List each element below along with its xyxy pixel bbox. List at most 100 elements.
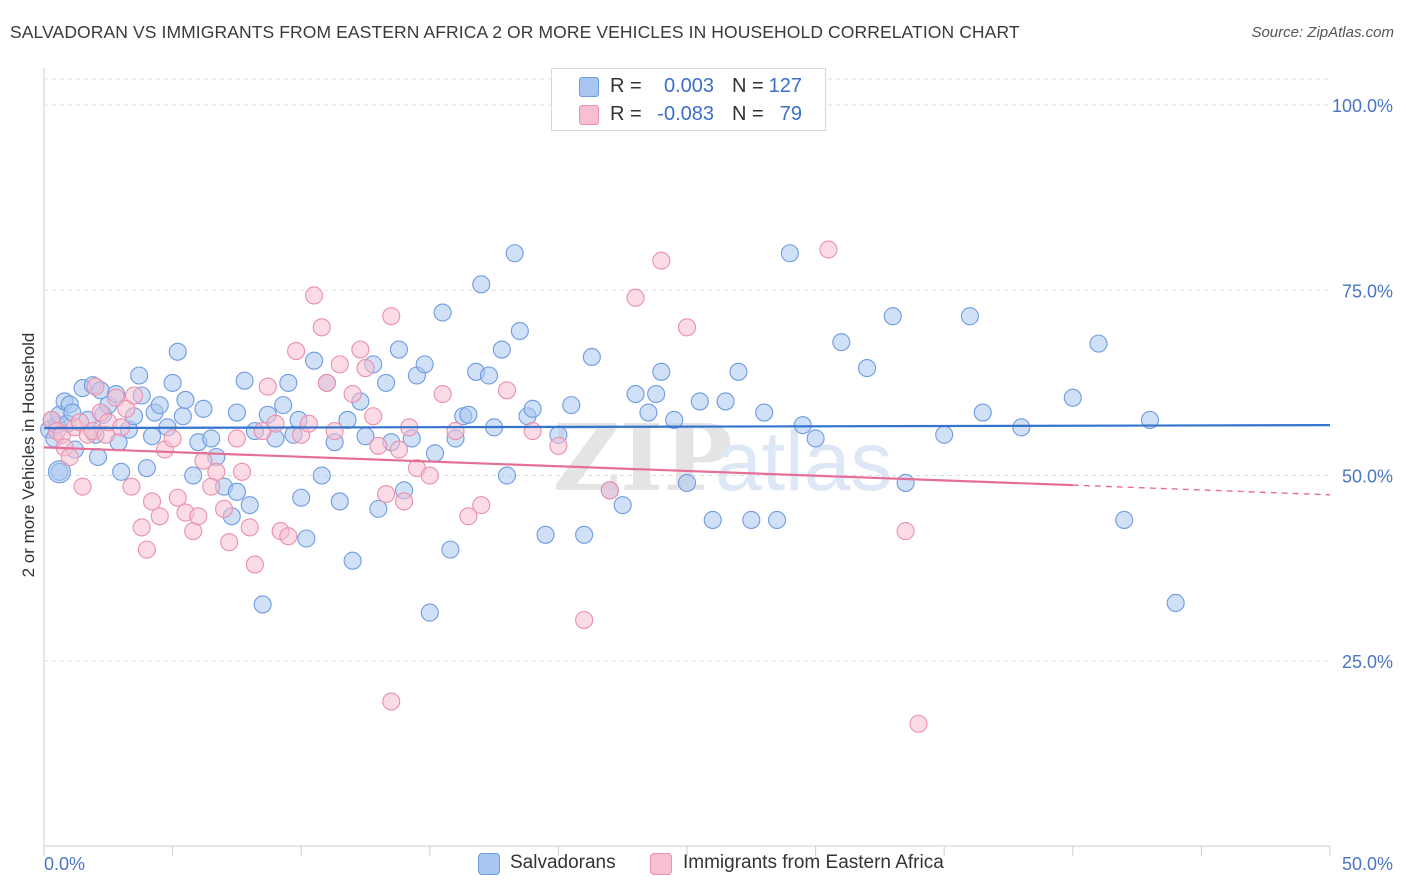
data-point [343, 551, 362, 570]
data-point [459, 507, 478, 526]
data-point [832, 333, 851, 352]
correlation-legend: R = 0.003 N = 127 R = -0.083 N = 79 [551, 68, 826, 131]
data-point [857, 359, 877, 378]
data-point [305, 351, 324, 370]
data-point [523, 399, 542, 418]
data-point [492, 340, 511, 359]
data-point [1063, 388, 1082, 407]
data-point [220, 533, 239, 552]
data-point [600, 481, 619, 500]
data-point [312, 466, 331, 485]
data-point [274, 396, 293, 415]
data-point [1089, 334, 1108, 353]
y-axis-title: 2 or more Vehicles in Household [19, 333, 38, 578]
data-point [245, 555, 264, 574]
legend-n-value: 127 [768, 75, 802, 97]
data-point [194, 399, 213, 418]
data-point [163, 373, 182, 392]
data-point [214, 499, 234, 518]
data-point [235, 371, 254, 390]
data-point [351, 340, 370, 359]
data-point [575, 525, 594, 544]
data-point [356, 359, 375, 378]
data-point [287, 341, 306, 361]
data-point [227, 429, 246, 448]
legend-label-salvadorans: Salvadorans [510, 852, 616, 873]
data-point [575, 610, 594, 630]
data-point [150, 396, 169, 415]
data-point [299, 414, 318, 433]
data-point [819, 240, 838, 259]
data-point [73, 477, 92, 496]
data-point [767, 510, 787, 530]
data-point [369, 499, 388, 518]
data-point [150, 507, 169, 526]
legend-swatch-immigrants [579, 105, 599, 125]
series-legend: Salvadorans Immigrants from Eastern Afri… [478, 851, 978, 877]
data-point [626, 288, 645, 307]
data-point [240, 496, 259, 515]
data-point [364, 407, 383, 426]
data-point [690, 392, 709, 411]
data-point [639, 403, 658, 422]
data-point [227, 403, 246, 422]
data-point [184, 466, 203, 485]
data-point [292, 488, 311, 507]
data-point [142, 427, 162, 446]
data-point [330, 355, 349, 374]
y-tick-label: 100.0% [1332, 96, 1393, 116]
data-point [652, 251, 671, 270]
trend-line-salvadorans [43, 424, 1331, 430]
legend-row-salvadorans: R = 0.003 N = 127 [552, 72, 825, 100]
data-point [202, 429, 221, 448]
x-tick-label: 50.0% [1342, 854, 1393, 874]
data-point [258, 377, 277, 396]
legend-r-label: R = [610, 103, 642, 125]
trend-lines [43, 424, 1331, 496]
data-point [117, 399, 136, 418]
data-point [652, 362, 671, 381]
data-point [425, 444, 444, 463]
data-point [389, 440, 408, 459]
data-point [909, 714, 928, 733]
data-point [677, 473, 697, 492]
data-point [960, 307, 979, 326]
legend-r-value: -0.083 [657, 103, 714, 125]
data-point [297, 529, 316, 548]
legend-swatch-immigrants [650, 853, 672, 875]
data-point [935, 425, 954, 444]
data-point [227, 482, 246, 501]
data-point [433, 303, 452, 322]
data-point [189, 507, 208, 526]
data-point [505, 244, 524, 263]
data-point [325, 422, 344, 441]
data-point [665, 410, 684, 430]
data-point [716, 392, 735, 411]
data-point [780, 244, 799, 263]
data-point [395, 492, 414, 511]
data-point [60, 447, 79, 467]
data-point [1166, 593, 1185, 613]
data-point [433, 384, 452, 404]
data-point [677, 318, 697, 337]
data-point [47, 460, 71, 484]
data-point [415, 355, 434, 374]
data-point [382, 307, 401, 326]
y-tick-label: 75.0% [1342, 281, 1393, 301]
data-point [176, 390, 195, 409]
data-point [168, 342, 187, 361]
data-point [472, 275, 491, 294]
trend-line-immigrants [43, 446, 1073, 487]
data-point [479, 366, 499, 385]
data-point [130, 366, 149, 385]
data-point [536, 525, 555, 544]
data-point [112, 462, 131, 481]
data-point [389, 340, 408, 359]
data-point [1012, 418, 1031, 437]
data-point [582, 347, 601, 367]
data-point [523, 422, 542, 441]
data-point [896, 473, 915, 492]
legend-row-immigrants: R = -0.083 N = 79 [552, 100, 825, 128]
data-point [305, 286, 324, 305]
